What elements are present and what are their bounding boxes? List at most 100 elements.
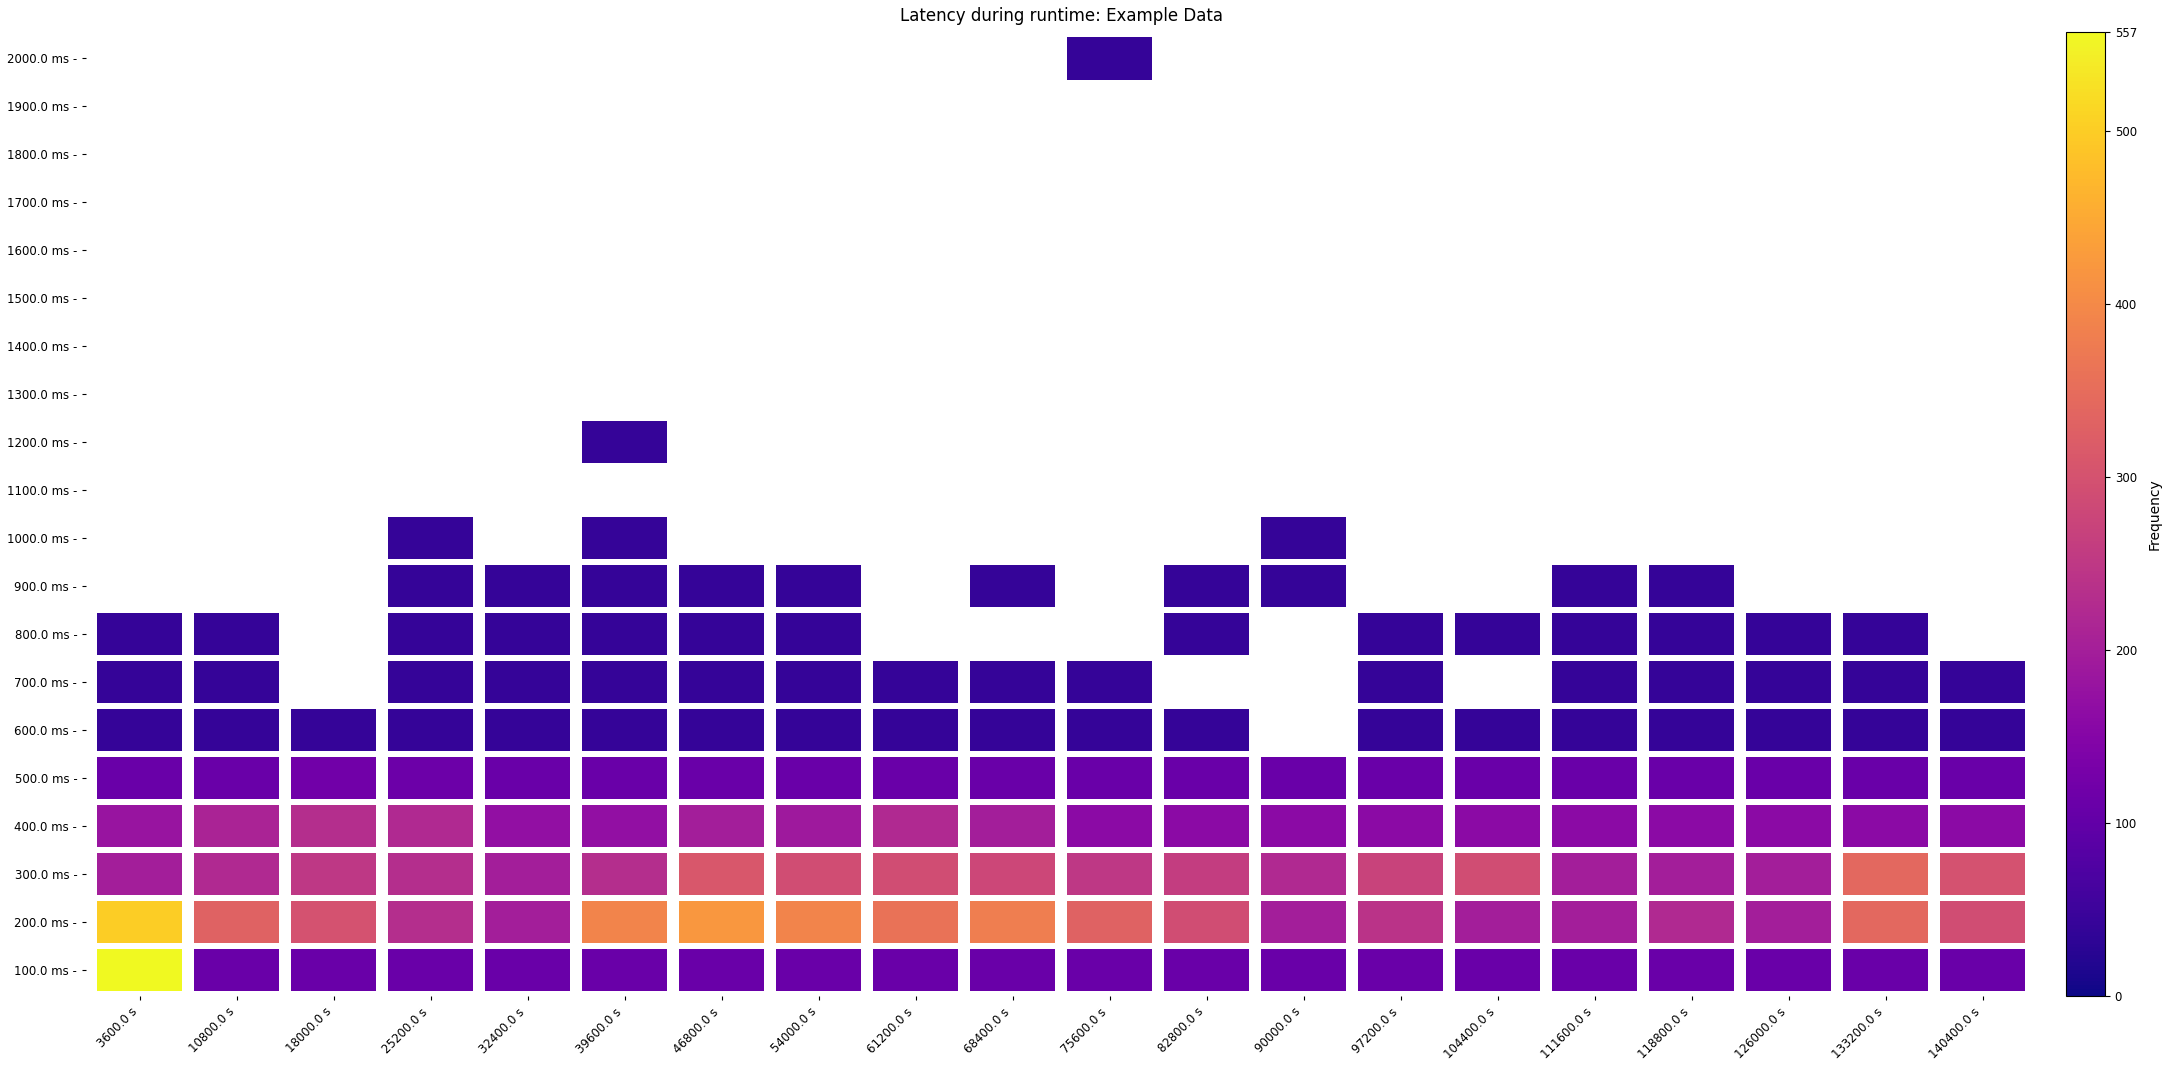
Bar	[1164, 565, 1249, 608]
Bar	[1940, 709, 2024, 751]
Bar	[1649, 661, 1733, 703]
Bar	[98, 661, 182, 703]
Bar	[98, 901, 182, 943]
Bar	[291, 805, 376, 847]
Bar	[1746, 661, 1831, 703]
Bar	[389, 757, 473, 799]
Bar	[1940, 661, 2024, 703]
Bar	[1553, 901, 1638, 943]
Bar	[1553, 613, 1638, 656]
Bar	[971, 853, 1056, 895]
Bar	[98, 757, 182, 799]
Bar	[775, 853, 862, 895]
Bar	[582, 517, 667, 560]
Bar	[193, 805, 280, 847]
Bar	[1066, 709, 1153, 751]
Bar	[1455, 901, 1540, 943]
Bar	[1553, 661, 1638, 703]
Bar	[1842, 661, 1929, 703]
Bar	[1262, 805, 1347, 847]
Bar	[1940, 901, 2024, 943]
Bar	[1649, 757, 1733, 799]
Bar	[1940, 757, 2024, 799]
Bar	[1455, 853, 1540, 895]
Bar	[193, 709, 280, 751]
Bar	[1262, 757, 1347, 799]
Bar	[1649, 901, 1733, 943]
Bar	[775, 805, 862, 847]
Bar	[873, 757, 958, 799]
Bar	[582, 805, 667, 847]
Bar	[1358, 613, 1444, 656]
Bar	[1066, 901, 1153, 943]
Bar	[971, 757, 1056, 799]
Bar	[193, 948, 280, 991]
Bar	[1262, 565, 1347, 608]
Bar	[1553, 565, 1638, 608]
Bar	[680, 565, 765, 608]
Bar	[98, 709, 182, 751]
Bar	[1358, 948, 1444, 991]
Bar	[971, 661, 1056, 703]
Bar	[484, 948, 571, 991]
Bar	[1649, 709, 1733, 751]
Bar	[1842, 901, 1929, 943]
Bar	[582, 613, 667, 656]
Bar	[1940, 853, 2024, 895]
Bar	[1746, 901, 1831, 943]
Bar	[1746, 709, 1831, 751]
Bar	[680, 853, 765, 895]
Bar	[1842, 709, 1929, 751]
Bar	[1842, 805, 1929, 847]
Bar	[582, 565, 667, 608]
Bar	[1066, 757, 1153, 799]
Bar	[389, 517, 473, 560]
Bar	[98, 948, 182, 991]
Bar	[1842, 853, 1929, 895]
Bar	[389, 901, 473, 943]
Bar	[680, 948, 765, 991]
Bar	[873, 901, 958, 943]
Bar	[1066, 853, 1153, 895]
Bar	[484, 661, 571, 703]
Bar	[775, 709, 862, 751]
Bar	[389, 565, 473, 608]
Bar	[1066, 37, 1153, 79]
Bar	[291, 757, 376, 799]
Bar	[389, 948, 473, 991]
Bar	[291, 948, 376, 991]
Bar	[484, 901, 571, 943]
Bar	[1649, 805, 1733, 847]
Bar	[1842, 948, 1929, 991]
Bar	[291, 853, 376, 895]
Bar	[971, 709, 1056, 751]
Bar	[1553, 853, 1638, 895]
Bar	[971, 901, 1056, 943]
Bar	[1164, 853, 1249, 895]
Bar	[1164, 709, 1249, 751]
Bar	[971, 565, 1056, 608]
Bar	[775, 901, 862, 943]
Bar	[582, 661, 667, 703]
Bar	[193, 757, 280, 799]
Bar	[775, 757, 862, 799]
Bar	[1649, 565, 1733, 608]
Bar	[582, 948, 667, 991]
Bar	[1164, 948, 1249, 991]
Bar	[1746, 805, 1831, 847]
Bar	[1746, 613, 1831, 656]
Bar	[680, 709, 765, 751]
Bar	[1553, 805, 1638, 847]
Bar	[1455, 948, 1540, 991]
Bar	[1455, 709, 1540, 751]
Bar	[582, 757, 667, 799]
Bar	[971, 805, 1056, 847]
Bar	[582, 853, 667, 895]
Bar	[680, 805, 765, 847]
Bar	[971, 948, 1056, 991]
Bar	[98, 805, 182, 847]
Bar	[1358, 661, 1444, 703]
Bar	[775, 948, 862, 991]
Bar	[873, 948, 958, 991]
Bar	[873, 661, 958, 703]
